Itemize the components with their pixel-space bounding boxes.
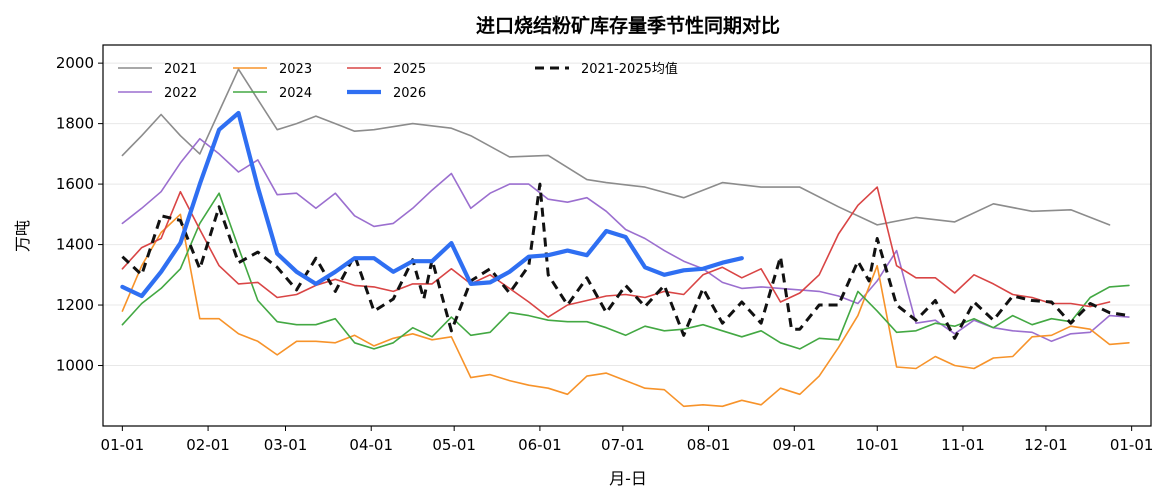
series-line-2021-2025 <box>121 182 1130 340</box>
y-tick-label: 1600 <box>56 175 94 193</box>
y-tick-label: 2000 <box>56 54 94 72</box>
x-tick-label: 04-01 <box>349 436 393 454</box>
y-axis-label: 万吨 <box>13 220 32 252</box>
y-tick-label: 1800 <box>56 115 94 133</box>
x-tick-label: 02-01 <box>186 436 230 454</box>
x-tick-label: 03-01 <box>264 436 308 454</box>
gridlines <box>103 62 1151 367</box>
legend-label: 2022 <box>164 86 197 101</box>
x-tick-label: 08-01 <box>687 436 731 454</box>
series-line-2024 <box>121 192 1130 350</box>
x-axis: 01-01 02-01 03-01 04-01 05-01 06-01 07-01 08-01… <box>101 426 1154 454</box>
series-line-2021 <box>121 68 1111 226</box>
x-tick-label: 11-01 <box>941 436 985 454</box>
x-tick-label: 09-01 <box>772 436 816 454</box>
x-tick-label: 06-01 <box>518 436 562 454</box>
y-axis: 1000 1200 1400 1600 1800 2000 <box>56 54 103 375</box>
series-layer <box>120 68 1130 408</box>
y-tick-label: 1400 <box>56 236 94 254</box>
series-line-2023 <box>121 213 1130 408</box>
plot-frame <box>102 44 1152 427</box>
x-tick-label: 10-01 <box>855 436 899 454</box>
legend-label: 2024 <box>279 86 312 101</box>
x-tick-label: 01-01 <box>101 436 145 454</box>
x-tick-label: 05-01 <box>432 436 476 454</box>
legend: 2021 2022 2023 2024 2025 2026 2021-2025均值 <box>118 61 678 101</box>
series-line-2022 <box>121 137 1130 343</box>
series-line-2025 <box>121 186 1111 318</box>
x-tick-label: 07-01 <box>601 436 645 454</box>
y-tick-label: 1200 <box>56 296 94 314</box>
y-tick-label: 1000 <box>56 357 94 375</box>
x-tick-label: 01-01 <box>1110 436 1154 454</box>
legend-label: 2025 <box>393 62 426 77</box>
series-line-2026 <box>120 110 744 299</box>
legend-label: 2021-2025均值 <box>581 61 678 77</box>
legend-label: 2021 <box>164 62 197 77</box>
legend-label: 2023 <box>279 62 312 77</box>
x-axis-label: 月-日 <box>609 469 647 488</box>
chart-title: 进口烧结粉矿库存量季节性同期对比 <box>476 14 780 37</box>
x-tick-label: 12-01 <box>1024 436 1068 454</box>
legend-label: 2026 <box>393 86 426 101</box>
